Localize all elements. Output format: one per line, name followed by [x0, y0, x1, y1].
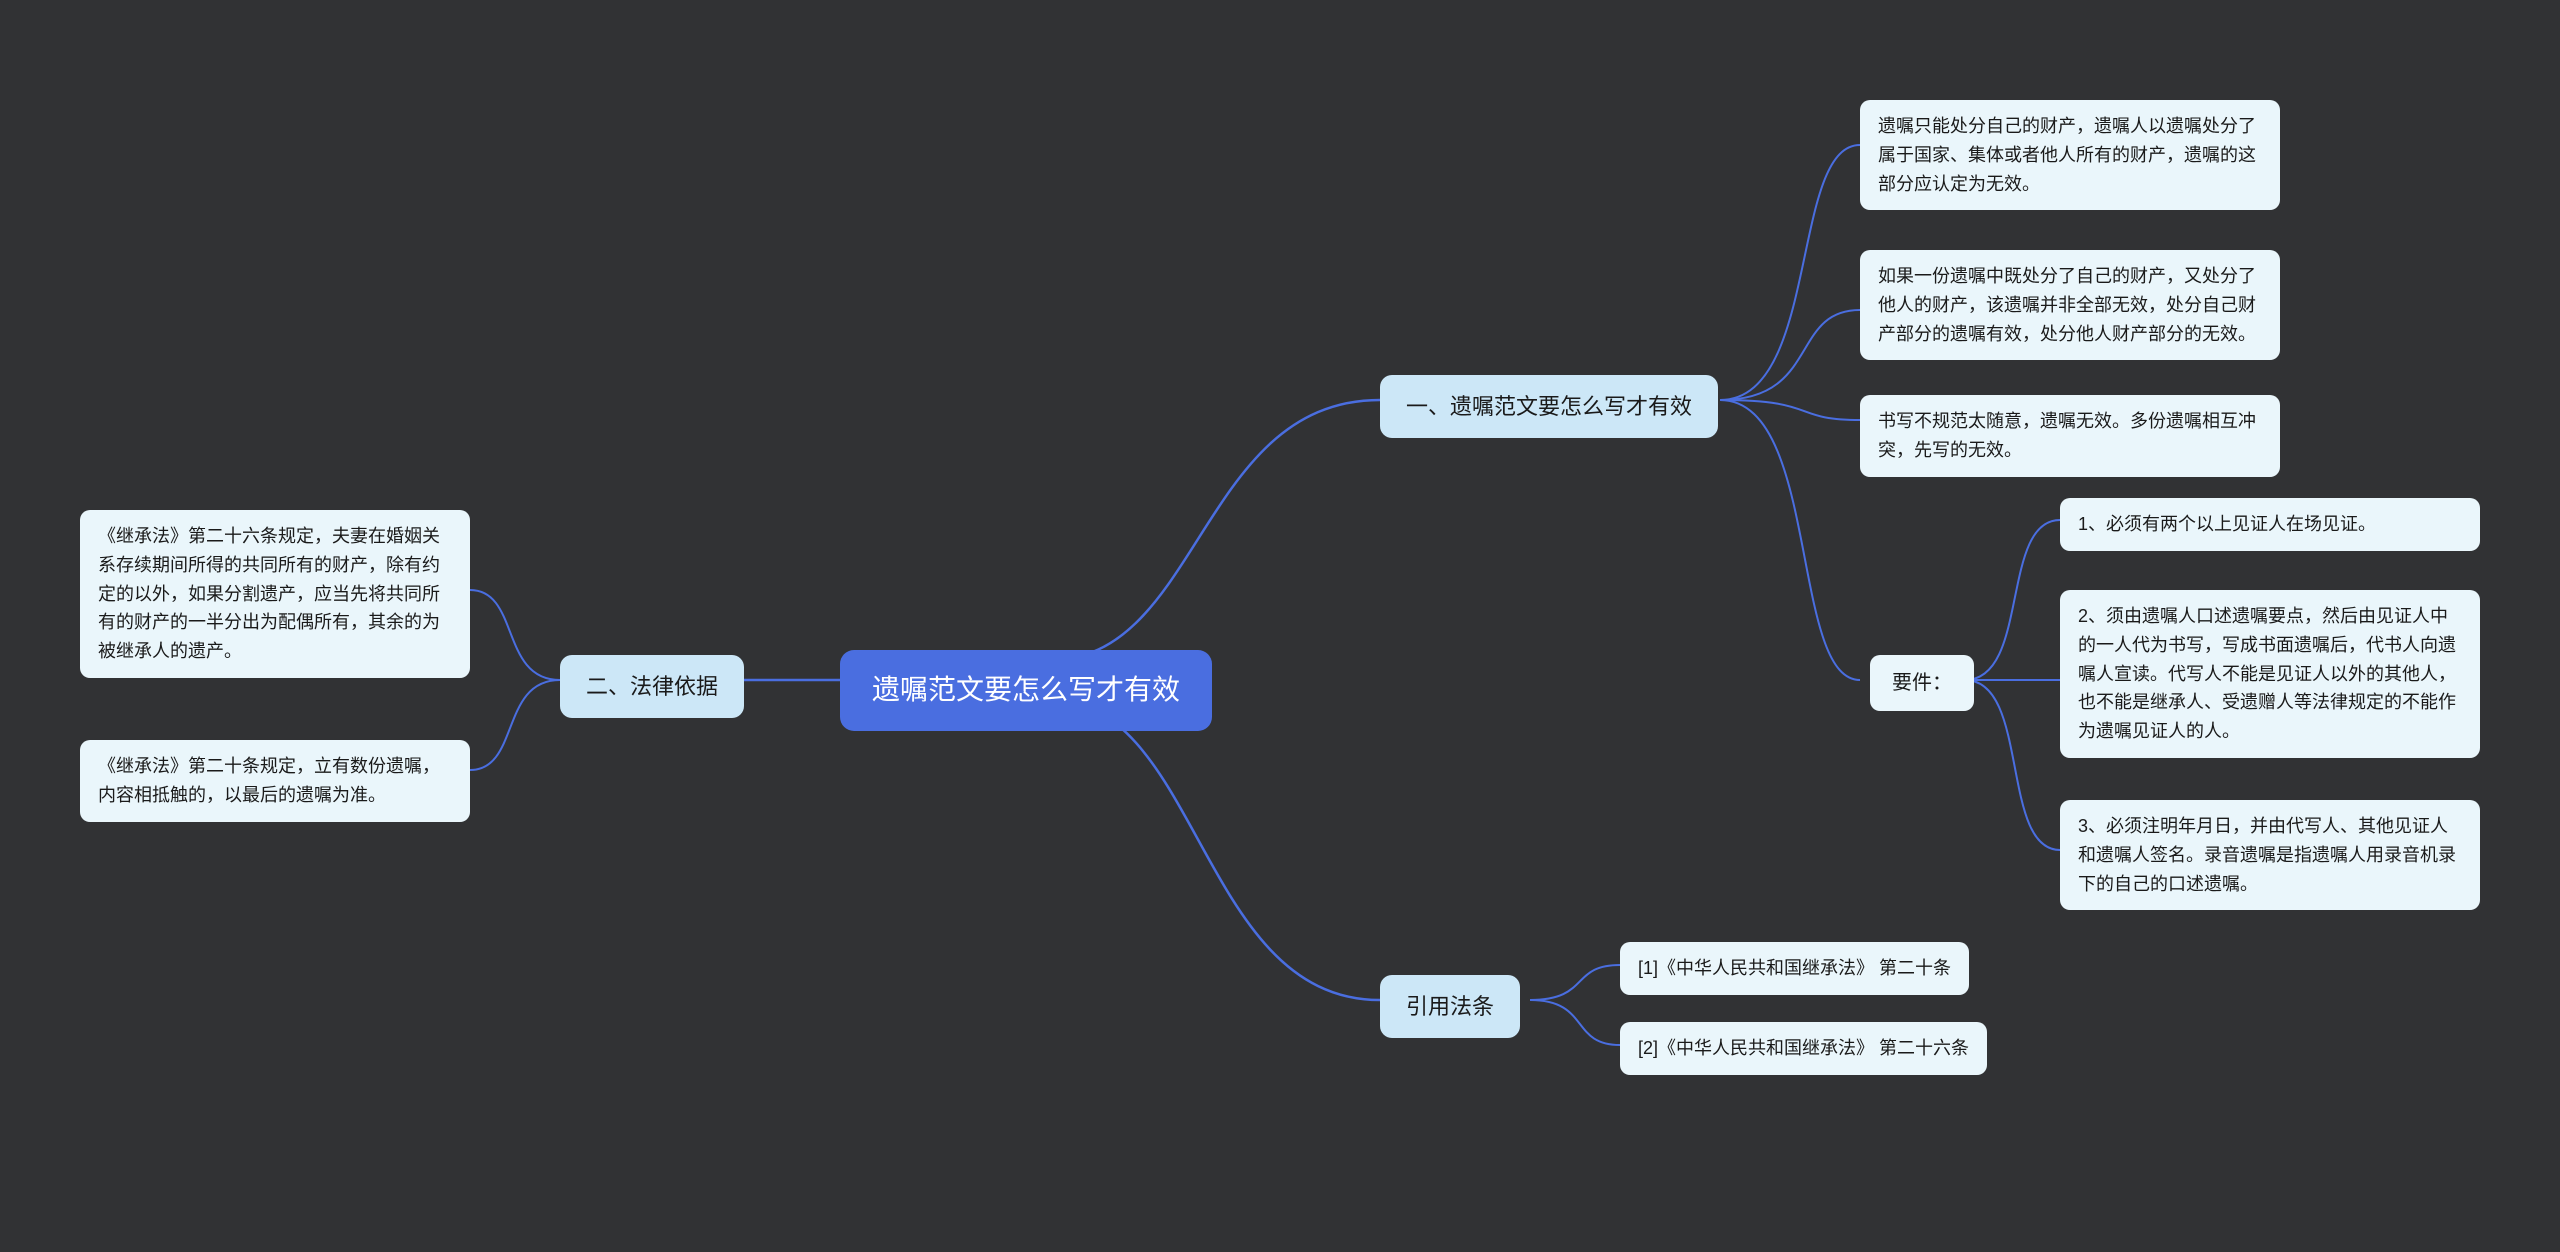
leaf-req-1: 2、须由遗嘱人口述遗嘱要点，然后由见证人中的一人代为书写，写成书面遗嘱后，代书人… — [2060, 590, 2480, 758]
branch-section3: 引用法条 — [1380, 975, 1520, 1038]
leaf-section1-0: 遗嘱只能处分自己的财产，遗嘱人以遗嘱处分了属于国家、集体或者他人所有的财产，遗嘱… — [1860, 100, 2280, 210]
sub-requirements: 要件： — [1870, 655, 1974, 711]
leaf-section3-0: [1]《中华人民共和国继承法》 第二十条 — [1620, 942, 1969, 995]
branch-section1: 一、遗嘱范文要怎么写才有效 — [1380, 375, 1718, 438]
leaf-section1-1: 如果一份遗嘱中既处分了自己的财产，又处分了他人的财产，该遗嘱并非全部无效，处分自… — [1860, 250, 2280, 360]
branch-section2: 二、法律依据 — [560, 655, 744, 718]
leaf-section2-0: 《继承法》第二十六条规定，夫妻在婚姻关系存续期间所得的共同所有的财产，除有约定的… — [80, 510, 470, 678]
leaf-section2-1: 《继承法》第二十条规定，立有数份遗嘱，内容相抵触的，以最后的遗嘱为准。 — [80, 740, 470, 822]
root-node: 遗嘱范文要怎么写才有效 — [840, 650, 1212, 731]
leaf-section1-2: 书写不规范太随意，遗嘱无效。多份遗嘱相互冲突，先写的无效。 — [1860, 395, 2280, 477]
leaf-req-0: 1、必须有两个以上见证人在场见证。 — [2060, 498, 2480, 551]
leaf-req-2: 3、必须注明年月日，并由代写人、其他见证人和遗嘱人签名。录音遗嘱是指遗嘱人用录音… — [2060, 800, 2480, 910]
leaf-section3-1: [2]《中华人民共和国继承法》 第二十六条 — [1620, 1022, 1987, 1075]
